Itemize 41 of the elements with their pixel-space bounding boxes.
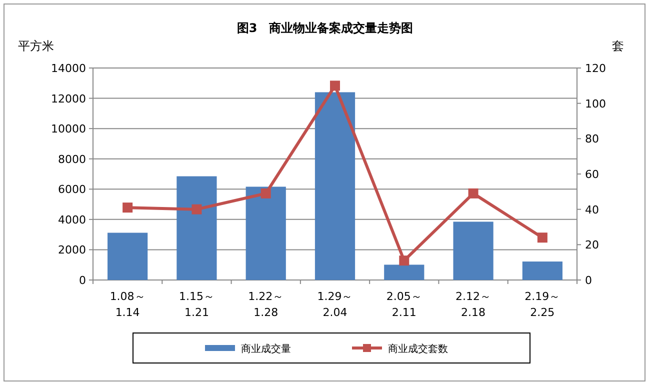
y-axis-title: 平方米 xyxy=(18,39,54,53)
y-tick-label: 8000 xyxy=(58,152,86,166)
point xyxy=(122,202,133,213)
bar xyxy=(522,262,562,280)
bar xyxy=(108,232,148,280)
point xyxy=(399,256,410,266)
bar xyxy=(384,264,424,280)
y2-tick-label: 120 xyxy=(585,62,606,75)
x-tick-label: 1.22～ 1.28 xyxy=(248,290,284,319)
chart-title: 图3 商业物业备案成交量走势图 xyxy=(236,21,414,35)
legend-label: 商业成交量 xyxy=(241,343,291,355)
point xyxy=(468,188,478,198)
x-tick-label: 2.05～ 2.11 xyxy=(386,290,422,319)
y-tick-label: 14000 xyxy=(51,62,86,75)
x-tick-label: 2.12～ 2.18 xyxy=(456,290,492,319)
bar xyxy=(453,222,494,280)
y-tick-label: 6000 xyxy=(58,183,86,196)
bar xyxy=(246,186,286,280)
point xyxy=(330,80,340,91)
x-tick-label: 1.08～ 1.14 xyxy=(110,290,146,319)
point xyxy=(192,204,202,214)
point xyxy=(260,188,271,198)
x-tick-label: 1.15～ 1.21 xyxy=(178,290,214,319)
y-tick-label: 2000 xyxy=(58,244,86,257)
y-tick-label: 4000 xyxy=(58,213,86,226)
y-tick-label: 10000 xyxy=(51,122,86,136)
point xyxy=(537,232,548,243)
y-tick-label: 0 xyxy=(79,274,86,287)
x-tick-label: 1.29～ 2.04 xyxy=(317,290,353,319)
y2-tick-label: 80 xyxy=(585,132,599,146)
y2-tick-label: 100 xyxy=(585,97,606,110)
bar xyxy=(176,176,217,280)
y2-axis-title: 套 xyxy=(612,39,624,53)
y2-tick-label: 40 xyxy=(585,203,599,216)
legend-label: 商业成交套数 xyxy=(388,343,448,355)
y-tick-label: 12000 xyxy=(51,92,86,106)
y2-tick-label: 0 xyxy=(585,274,592,287)
y2-tick-label: 20 xyxy=(585,238,599,252)
x-tick-label: 2.19～ 2.25 xyxy=(524,290,560,319)
y2-tick-label: 60 xyxy=(585,168,599,181)
bar xyxy=(314,92,356,280)
